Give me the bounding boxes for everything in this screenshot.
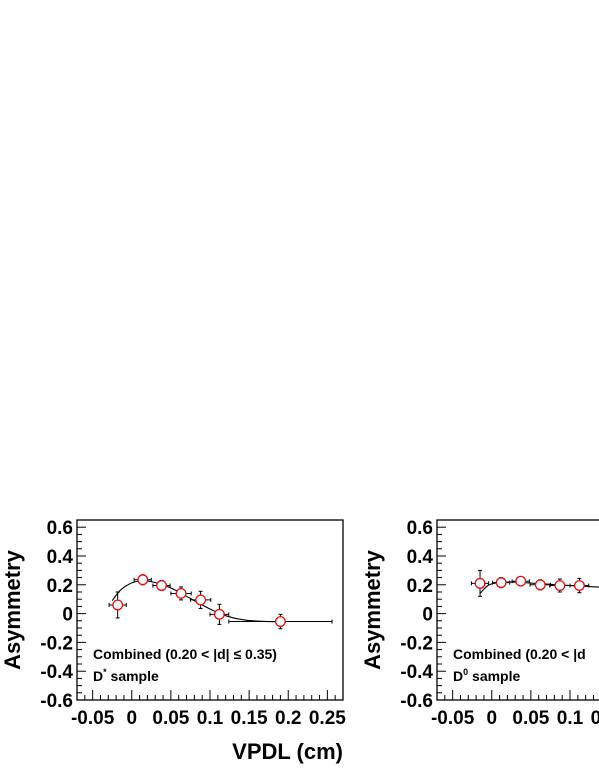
data-marker [112, 599, 124, 611]
annotation-sample: D0 sample [453, 667, 520, 684]
y-tick-label: 0.2 [407, 576, 433, 597]
y-tick-label: -0.4 [40, 662, 73, 683]
data-point [228, 613, 333, 630]
data-point [529, 579, 551, 591]
x-tick-label: 0.05 [512, 708, 549, 729]
data-marker [573, 580, 585, 591]
data-point [108, 591, 127, 619]
x-tick-label: 0.25 [309, 708, 346, 729]
data-marker [175, 587, 187, 599]
fit-curve [111, 580, 281, 623]
annotation-sample-particle: D [93, 668, 103, 684]
y-tick-label: 0.2 [47, 576, 73, 597]
x-tick-label: 0 [126, 708, 137, 729]
y-tick-label: 0 [422, 605, 433, 626]
x-tick-label: 0.1 [557, 708, 584, 729]
y-tick-label: 0 [62, 605, 73, 626]
data-points [108, 574, 333, 630]
y-tick-labels: 0.6 0.4 0.2 0 -0.2 -0.4 -0.6 [40, 518, 73, 712]
panel-left: 0.6 0.4 0.2 0 -0.2 -0.4 -0.6 -0.05 0 0.05 0.1 0.15… [0, 518, 346, 764]
x-tick-label: 0.15 [591, 708, 599, 729]
y-tick-label: 0.4 [407, 547, 434, 568]
data-marker [554, 580, 566, 591]
axis-ticks [436, 519, 594, 701]
axis-ticks [76, 519, 344, 701]
annotation-sample-superscript: * [103, 667, 107, 677]
data-marker [474, 577, 486, 589]
annotation-sample-superscript: 0 [463, 667, 468, 677]
x-tick-label: 0.15 [231, 708, 268, 729]
data-point [209, 603, 230, 625]
data-point [511, 575, 530, 587]
data-points [470, 569, 590, 597]
annotation-sample-suffix: sample [107, 668, 159, 684]
y-axis-title: Asymmetry [360, 549, 385, 670]
annotation-selection: Combined (0.20 < |d| ≤ 0.35) [93, 646, 277, 662]
x-tick-labels: -0.05 0 0.05 0.1 0.15 0.2 0.25 [71, 708, 346, 729]
x-tick-label: 0.2 [275, 708, 301, 729]
data-marker [515, 575, 527, 587]
y-tick-label: -0.2 [400, 633, 433, 654]
annotation-sample-particle: D [453, 668, 463, 684]
y-tick-label: -0.6 [40, 691, 73, 712]
data-point [492, 577, 511, 589]
annotation-sample: D* sample [93, 667, 159, 684]
data-marker [213, 608, 225, 620]
x-tick-label: 0.05 [152, 708, 189, 729]
data-point [152, 579, 171, 592]
data-marker [274, 616, 286, 627]
data-marker [495, 577, 507, 589]
x-tick-label: 0.1 [197, 708, 224, 729]
y-tick-label: 0.6 [47, 518, 73, 539]
y-tick-label: 0.4 [47, 547, 74, 568]
data-point [470, 569, 490, 597]
x-tick-label: 0 [486, 708, 497, 729]
data-point [549, 578, 571, 593]
annotation-selection: Combined (0.20 < |d [453, 646, 586, 662]
data-point [170, 586, 192, 601]
data-point [133, 574, 152, 586]
y-tick-label: 0.6 [407, 518, 433, 539]
x-axis-title: VPDL (cm) [232, 739, 343, 764]
data-marker [156, 580, 167, 591]
data-marker [137, 574, 149, 586]
data-point [189, 590, 212, 610]
x-tick-label: -0.05 [431, 708, 475, 729]
y-tick-label: -0.6 [400, 691, 433, 712]
y-tick-label: -0.4 [400, 662, 433, 683]
panel-right: 0.6 0.4 0.2 0 -0.2 -0.4 -0.6 -0.05 0 0.05 0.1 0.15… [360, 518, 599, 729]
y-tick-label: -0.2 [40, 633, 73, 654]
data-marker [195, 594, 207, 606]
data-marker [534, 579, 546, 591]
y-axis-title: Asymmetry [0, 549, 25, 670]
annotation-sample-suffix: sample [468, 668, 520, 684]
data-point [569, 577, 590, 594]
y-tick-labels: 0.6 0.4 0.2 0 -0.2 -0.4 -0.6 [400, 518, 433, 712]
x-tick-labels: -0.05 0 0.05 0.1 0.15 [431, 708, 599, 729]
x-tick-label: -0.05 [71, 708, 115, 729]
